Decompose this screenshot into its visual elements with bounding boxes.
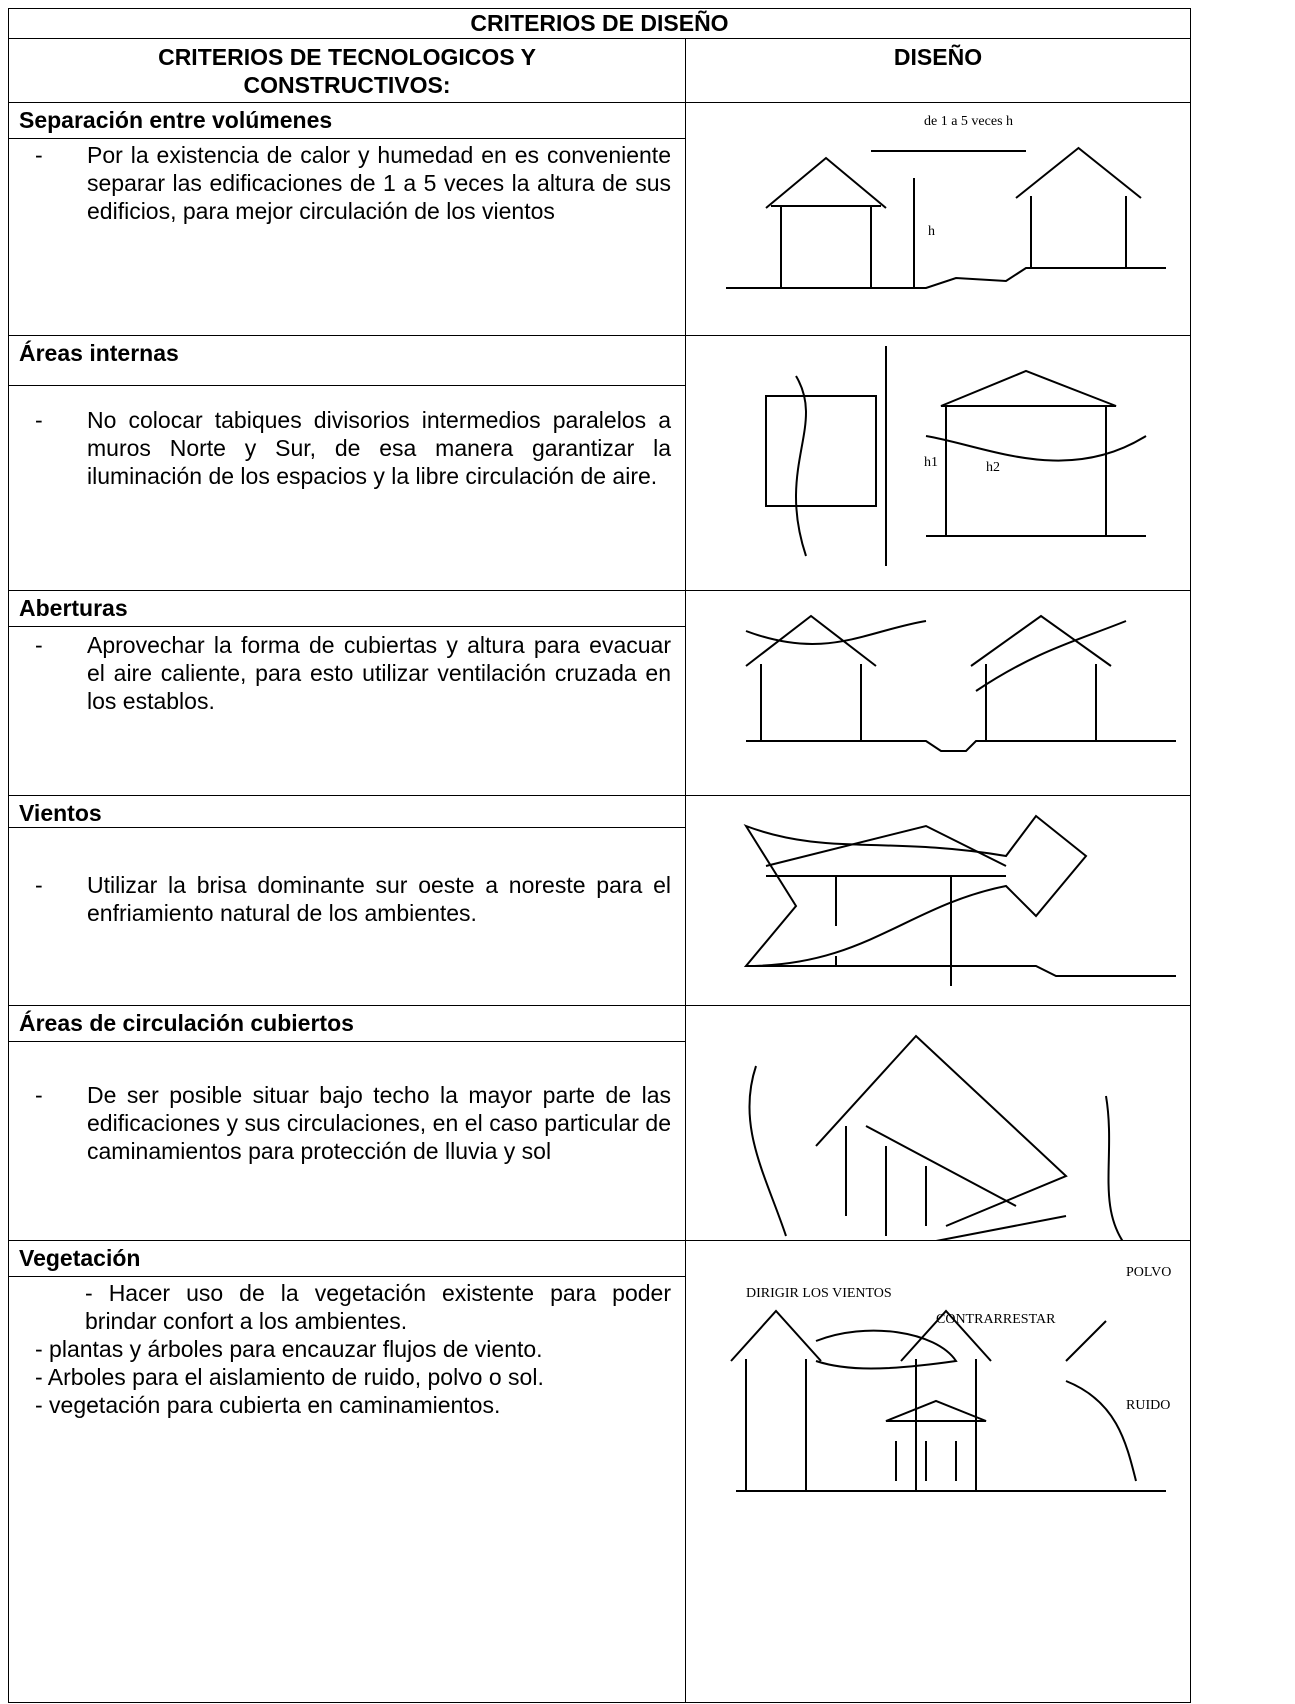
row-body: - Por la existencia de calor y humedad en… [35,141,671,225]
sketch-label: CONTRARRESTAR [936,1312,1056,1327]
row-text: Utilizar la brisa dominante sur oeste a … [87,872,671,926]
row-body: - Aprovechar la forma de cubiertas y altu… [35,631,671,715]
row-cell: Separación entre volúmenes - Por la existe… [8,102,686,336]
bullet: - [35,407,43,433]
row-heading: Separación entre volúmenes [9,103,685,139]
sketch-line [926,406,1146,537]
sketch-label: DIRIGIR LOS VIENTOS [746,1286,892,1301]
sketch: de 1 a 5 veces h h [726,114,1166,289]
row-heading: Aberturas [9,591,685,627]
row-cell: Aberturas - Aprovechar la forma de cubiert… [8,590,686,796]
sketch [743,814,1176,986]
header-right: DISEÑO [685,38,1191,103]
sketch-cell: DIRIGIR LOS VIENTOS CONTRARRESTAR POLVO RUI… [685,1240,1191,1703]
sketch-line [940,369,1117,407]
row-cell: Vientos - Utilizar la brisa dominante sur … [8,795,686,1006]
row-body: - No colocar tabiques divisorios intermed… [35,406,671,490]
sketch-line [746,740,1176,752]
sketch-line [795,375,807,557]
row-text: Por la existencia de calor y humedad en … [87,142,671,224]
sketch-line [970,614,1112,667]
row-text: Aprovechar la forma de cubiertas y altur… [87,632,671,714]
sketch-cell [685,795,1191,1006]
table-title: CRITERIOS DE DISEÑO [8,8,1191,39]
sketch-label: h2 [986,460,1000,475]
row-body: - De ser posible situar bajo techo la may… [35,1081,671,1165]
sketch-label: POLVO [1126,1265,1171,1280]
sketch-cell: de 1 a 5 veces h h [685,102,1191,336]
bullet: - [35,872,43,898]
row-text: De ser posible situar bajo techo la mayo… [87,1082,671,1164]
sketch-label: de 1 a 5 veces h [924,114,1013,129]
row-heading: Vientos [9,796,685,828]
sketch-cell [685,590,1191,796]
sketch-line [743,814,1088,968]
row-heading: Áreas de circulación cubiertos [9,1006,685,1042]
bullet: - [35,142,43,168]
bullet: - [35,1082,43,1108]
row-heading: Vegetación [9,1241,685,1277]
sketch-line [845,1126,927,1236]
sketch-line [1015,146,1142,199]
row-heading: Áreas internas [9,336,685,386]
sketch-cell: h1 h2 [685,335,1191,591]
sketch-line [815,1034,1068,1227]
header-left: CRITERIOS DE TECNOLOGICOS Y CONSTRUCTIVO… [8,38,686,103]
sketch-label: h [928,224,935,239]
row-body: - Utilizar la brisa dominante sur oeste a… [35,871,671,927]
row-cell: Áreas internas - No colocar tabiques divis… [8,335,686,591]
sketch: h1 h2 [765,346,1147,566]
sketch-line [746,965,1176,977]
sketch [745,614,1176,752]
sketch-label: h1 [924,455,938,470]
sketch: DIRIGIR LOS VIENTOS CONTRARRESTAR POLVO RUI… [730,1265,1171,1492]
sketch-line [935,1215,1067,1240]
sketch-line [900,1309,992,1362]
sketch-line [925,435,1147,462]
row-paragraph: - Hacer uso de la vegetación existente p… [85,1280,671,1334]
sketch-line [835,876,952,986]
row-body: - Hacer uso de la vegetación existente p… [35,1279,671,1419]
row-paragraph: - vegetación para cubierta en caminamien… [35,1392,501,1418]
sketch [748,1034,1124,1240]
sketch-line [745,620,1127,692]
row-cell: Vegetación - Hacer uso de la vegetación e… [8,1240,686,1703]
sketch-cell [685,1005,1191,1241]
row-cell: Áreas de circulación cubiertos - De ser po… [8,1005,686,1241]
sketch-line [726,267,1166,289]
row-paragraph: - plantas y árboles para encauzar flujos… [35,1336,543,1362]
sketch-line [765,395,877,507]
sketch-line [765,156,887,209]
row-text: No colocar tabiques divisorios intermedi… [87,407,671,489]
sketch-line [730,1309,822,1362]
sketch-line [748,1065,1124,1240]
sketch-line [745,614,877,667]
bullet: - [35,632,43,658]
row-paragraph: - Arboles para el aislamiento de ruido, … [35,1364,544,1390]
sketch-line [815,1320,1137,1482]
sketch-label: RUIDO [1126,1398,1170,1413]
